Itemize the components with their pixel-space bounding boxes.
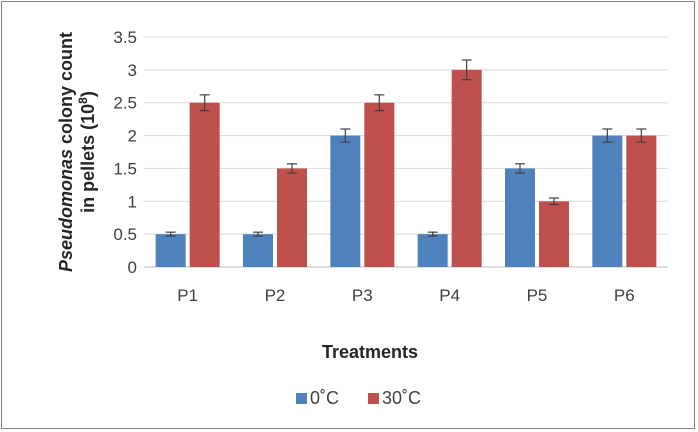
- x-tick-label: P1: [177, 286, 198, 305]
- bars: [155, 69, 657, 267]
- x-tick-label: P3: [352, 286, 373, 305]
- gridlines: [144, 36, 668, 268]
- y-tick-label: 0.5: [113, 225, 137, 244]
- y-tick-label: 1: [128, 192, 137, 211]
- y-axis-title-line2: in pellets (108): [76, 91, 98, 213]
- x-axis-title: Treatments: [322, 342, 418, 362]
- x-tick-label: P2: [265, 286, 286, 305]
- bar-p4-s0: [417, 234, 448, 267]
- y-axis-title-line1: Pseudomonas colony count: [56, 32, 76, 272]
- bar-p5-s1: [539, 201, 569, 267]
- bar-p1-s0: [155, 234, 186, 267]
- y-tick-label: 2: [128, 127, 137, 146]
- bar-p2-s1: [277, 168, 307, 267]
- bar-p6-s0: [592, 135, 623, 267]
- legend-swatch-30c: [368, 393, 379, 404]
- bar-p3-s0: [330, 135, 361, 267]
- x-tick-label: P6: [614, 286, 635, 305]
- y-tick-label: 2.5: [113, 94, 137, 113]
- y-tick-label: 3: [128, 61, 137, 80]
- legend-swatch-0c: [296, 393, 307, 404]
- x-axis-ticks: P1 P2 P3 P4 P5 P6: [177, 286, 634, 305]
- error-bars: [165, 59, 647, 237]
- bar-p6-s1: [626, 135, 657, 267]
- bar-p4-s1: [451, 69, 482, 267]
- bar-p3-s1: [364, 102, 395, 267]
- y-axis-ticks: 0 0.5 1 1.5 2 2.5 3 3.5: [113, 28, 137, 277]
- legend-label-0c: 0˚C: [310, 388, 339, 408]
- legend-label-30c: 30˚C: [382, 388, 421, 408]
- bar-p5-s0: [505, 168, 535, 267]
- x-tick-label: P4: [439, 286, 460, 305]
- y-tick-label: 0: [128, 258, 137, 277]
- bar-p2-s0: [243, 234, 273, 267]
- y-tick-label: 3.5: [113, 28, 137, 47]
- y-tick-label: 1.5: [113, 159, 137, 178]
- bar-p1-s1: [189, 102, 220, 267]
- x-tick-label: P5: [527, 286, 548, 305]
- legend: 0˚C 30˚C: [296, 388, 421, 408]
